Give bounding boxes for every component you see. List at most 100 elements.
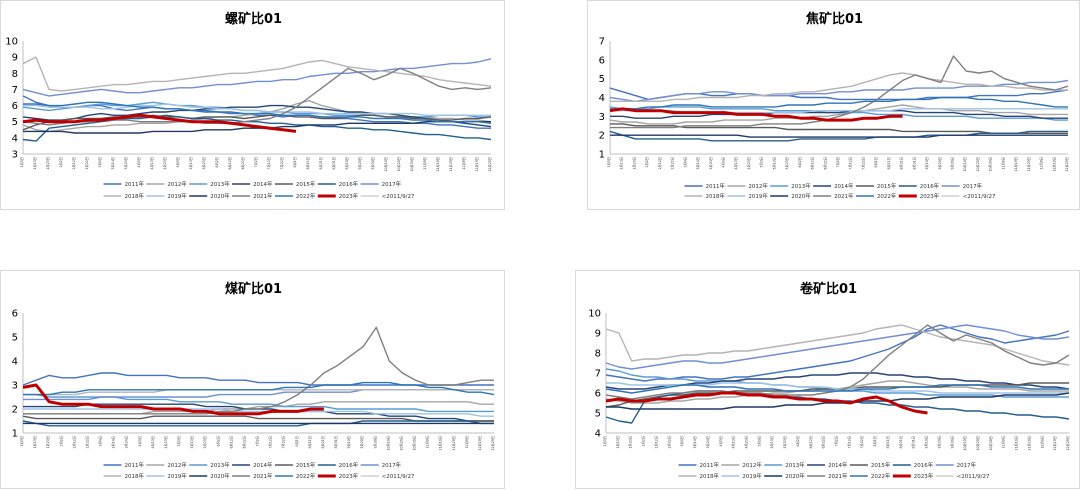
x-tick-label: 12月19日 [475, 157, 479, 172]
x-tick-label: 7月12日 [849, 157, 853, 169]
legend-label: 2015年 [877, 182, 897, 190]
x-tick-label: 11月19日 [1014, 157, 1018, 172]
x-tick-label: 8月1日 [293, 157, 297, 167]
legend-label: 2021年 [253, 192, 273, 200]
y-tick-label: 6 [599, 55, 605, 66]
x-tick-label: 8月21日 [319, 157, 323, 169]
legend-label: 2014年 [834, 182, 854, 190]
legend-label: 2018年 [125, 472, 145, 480]
x-tick-label: 8月31日 [334, 436, 338, 448]
legend-label: 2020年 [210, 192, 230, 200]
y-tick-label: 6 [12, 309, 18, 320]
legend-label: 2021年 [828, 472, 848, 480]
y-tick-label: 4 [12, 357, 18, 368]
chart-title: 焦矿比01 [805, 11, 863, 27]
series-line [23, 101, 492, 124]
x-tick-label: 5月23日 [783, 436, 787, 448]
legend-label: <2011/9/27 [963, 194, 996, 200]
x-tick-label: 11月9日 [423, 157, 427, 169]
x-tick-label: 9月20日 [358, 157, 362, 169]
chart-title: 卷矿比01 [800, 281, 857, 297]
legend-label: 2023年 [339, 472, 359, 480]
x-tick-label: 3月14日 [111, 157, 115, 169]
legend-label: 2020年 [210, 472, 230, 480]
x-tick-label: 8月11日 [887, 157, 891, 169]
x-tick-label: 3月14日 [112, 436, 116, 448]
legend-label: 2022年 [877, 192, 897, 200]
x-tick-label: 4月23日 [744, 436, 748, 448]
x-tick-label: 4月13日 [732, 436, 736, 448]
chart-svg: 煤矿比01 1 2 3 4 5 6 1月3日 1月13日 1月23日 2月2日 2月12日 2月22日 3… [12, 281, 495, 480]
x-tick-label: 7月12日 [847, 436, 851, 448]
x-tick-label: 4月3日 [138, 436, 142, 446]
x-tick-label: 10月20日 [976, 436, 980, 451]
y-tick-label: 10 [5, 37, 18, 48]
x-tick-label: 8月31日 [912, 436, 916, 448]
x-tick-label: 11月29日 [449, 157, 453, 172]
legend-label: 2020年 [785, 472, 805, 480]
chart-panel-coke-ore: 焦矿比01 1 2 3 4 5 6 7 1月3日 1月13日 1月23日 2月2日 2月12日 2月22日… [587, 0, 1080, 210]
legend-label: 2012年 [748, 182, 768, 190]
legend-label: 2021年 [253, 472, 273, 480]
x-tick-label: 5月13日 [772, 157, 776, 169]
x-tick-label: 8月31日 [912, 157, 916, 169]
x-tick-label: 5月13日 [190, 436, 194, 448]
legend-label: 2023年 [920, 192, 940, 200]
x-tick-label: 6月2日 [216, 436, 220, 446]
x-tick-label: 2月22日 [667, 436, 671, 448]
x-tick-label: 8月21日 [899, 436, 903, 448]
series-line [610, 72, 1068, 102]
x-tick-label: 8月1日 [295, 436, 299, 446]
x-tick-label: 7月22日 [280, 157, 284, 169]
series-line [22, 56, 492, 92]
x-tick-label: 6月12日 [228, 157, 232, 169]
y-tick-label: 7 [599, 37, 605, 48]
series-line [605, 324, 1070, 370]
x-tick-label: 7月22日 [861, 157, 865, 169]
x-tick-label: 5月3日 [176, 157, 180, 167]
x-tick-label: 8月21日 [321, 436, 325, 448]
legend-label: 2012年 [167, 180, 187, 188]
legend-label: 2018年 [700, 472, 720, 480]
x-tick-label: 10月10日 [963, 157, 967, 172]
x-tick-label: 5月23日 [202, 157, 206, 169]
y-tick-label: 8 [595, 349, 601, 360]
legend-label: 2013年 [785, 461, 805, 469]
y-tick-label: 6 [595, 389, 601, 400]
x-tick-label: 12月9日 [1040, 157, 1044, 169]
x-tick-label: 3月24日 [125, 436, 129, 448]
legend-label: 2011年 [125, 461, 145, 469]
chart-svg: 焦矿比01 1 2 3 4 5 6 7 1月3日 1月13日 1月23日 2月2日 2月12日 2月22日… [599, 11, 1069, 200]
x-tick-label: 12月9日 [1040, 436, 1044, 448]
x-tick-label: 10月30日 [413, 436, 417, 451]
x-tick-label: 2月22日 [85, 157, 89, 169]
x-tick-label: 7月2日 [835, 436, 839, 446]
x-tick-label: 7月12日 [269, 436, 273, 448]
legend-label: 2018年 [706, 192, 726, 200]
x-tick-label: 12月29日 [1065, 157, 1069, 172]
x-tick-label: 11月29日 [1027, 436, 1031, 451]
legend-label: <2011/9/27 [957, 474, 990, 480]
x-tick-label: 9月30日 [373, 436, 377, 448]
x-tick-label: 12月19日 [1053, 436, 1057, 451]
x-tick-label: 9月10日 [345, 157, 349, 169]
legend-label: 2012年 [167, 461, 187, 469]
x-tick-label: 10月30日 [410, 157, 414, 172]
legend-label: 2016年 [914, 461, 934, 469]
x-tick-label: 6月2日 [798, 157, 802, 167]
x-tick-label: 11月19日 [1015, 436, 1019, 451]
x-tick-label: 2月22日 [671, 157, 675, 169]
y-tick-label: 5 [599, 74, 605, 85]
x-tick-label: 9月20日 [938, 157, 942, 169]
x-tick-label: 1月13日 [33, 157, 37, 169]
legend-label: 2017年 [382, 180, 402, 188]
x-tick-label: 1月3日 [20, 436, 24, 446]
y-tick-label: 5 [12, 117, 18, 128]
x-tick-label: 8月31日 [332, 157, 336, 169]
legend-label: 2017年 [382, 461, 402, 469]
x-tick-label: 3月24日 [124, 157, 128, 169]
x-tick-label: 9月30日 [950, 436, 954, 448]
series-line [609, 104, 1068, 125]
x-tick-label: 8月1日 [874, 157, 878, 167]
x-tick-label: 2月12日 [72, 436, 76, 448]
